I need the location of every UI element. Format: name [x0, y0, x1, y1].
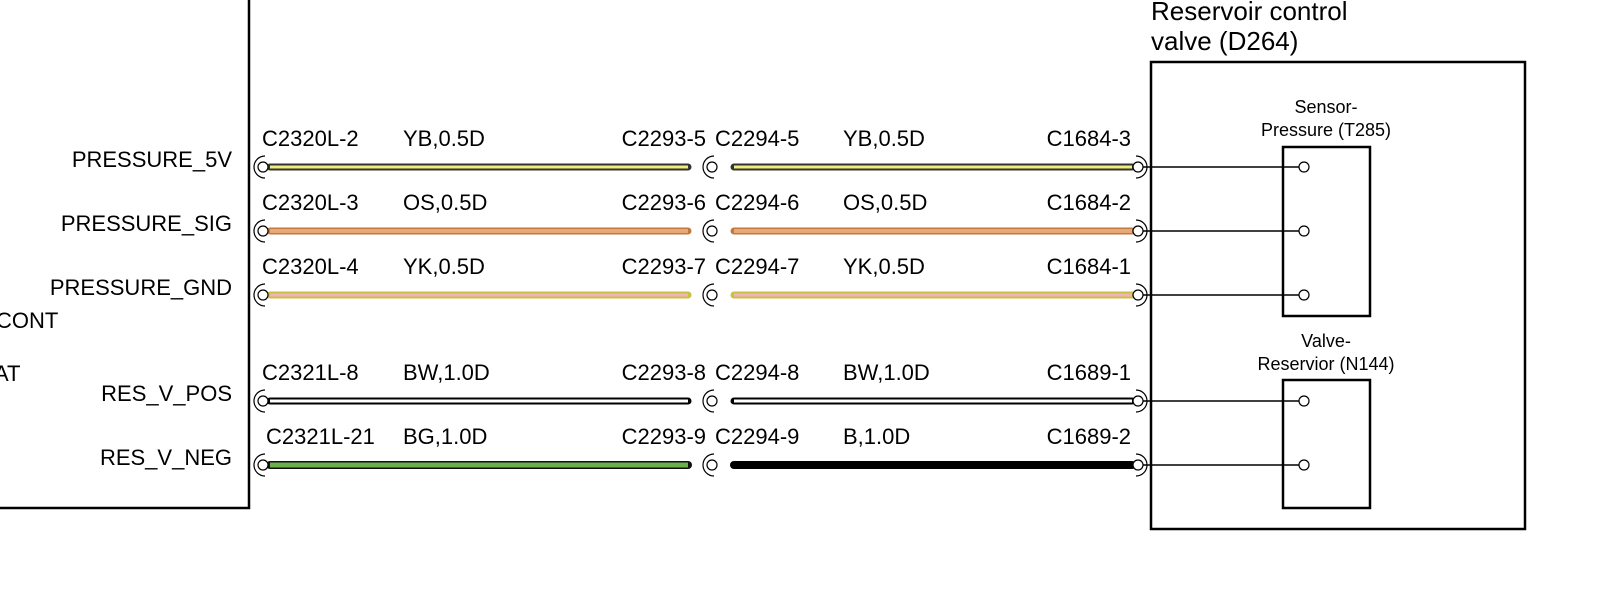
component-pin [1298, 225, 1310, 237]
connector-label: C2321L-21 [266, 424, 375, 449]
connector-label: C2294-6 [715, 190, 799, 215]
connector-arc [702, 389, 715, 413]
connector-arc [702, 155, 715, 179]
wire-label: BW,1.0D [843, 360, 930, 385]
connector-arc [253, 453, 266, 477]
connector-pin [706, 225, 718, 237]
connector-pin [1132, 459, 1144, 471]
connector-label: C1684-1 [1047, 254, 1131, 279]
signal-name: PRESSURE_GND [50, 275, 232, 300]
wire-label: YB,0.5D [843, 126, 925, 151]
signal-name: RES_V_POS [101, 381, 232, 406]
connector-label: C2294-7 [715, 254, 799, 279]
wire-label: B,1.0D [843, 424, 910, 449]
connector-label: C2294-5 [715, 126, 799, 151]
connector-arc [253, 389, 266, 413]
connector-label: C2293-9 [622, 424, 706, 449]
connector-arc [702, 453, 715, 477]
connector-pin [257, 395, 269, 407]
signal-name: RES_V_NEG [100, 445, 232, 470]
wire-label: YK,0.5D [843, 254, 925, 279]
component-pin [1298, 395, 1310, 407]
component-pin [1298, 161, 1310, 173]
valve-box [1281, 378, 1372, 510]
wire-label: YB,0.5D [403, 126, 485, 151]
signal-name: PRESSURE_5V [72, 147, 233, 172]
connector-label: C2293-6 [622, 190, 706, 215]
device-title: valve (D264) [1151, 26, 1298, 56]
left-module-box [0, 0, 251, 510]
partial-label: CONT [0, 308, 58, 333]
wire-label: YK,0.5D [403, 254, 485, 279]
connector-arc [702, 283, 715, 307]
connector-label: C2321L-8 [262, 360, 359, 385]
component-label: Pressure (T285) [1261, 120, 1391, 140]
wire-label: OS,0.5D [843, 190, 927, 215]
connector-pin [1132, 395, 1144, 407]
component-label: Sensor- [1294, 97, 1357, 117]
connector-arc [702, 219, 715, 243]
connector-pin [706, 395, 718, 407]
connector-pin [1132, 225, 1144, 237]
component-label: Reservior (N144) [1257, 354, 1394, 374]
connector-arc [253, 283, 266, 307]
connector-arc [253, 155, 266, 179]
connector-pin [257, 289, 269, 301]
connector-pin [257, 459, 269, 471]
connector-label: C2293-7 [622, 254, 706, 279]
connector-label: C2320L-4 [262, 254, 359, 279]
wire-label: OS,0.5D [403, 190, 487, 215]
connector-label: C2320L-3 [262, 190, 359, 215]
device-title: Reservoir control [1151, 0, 1348, 26]
component-pin [1298, 289, 1310, 301]
connector-pin [706, 459, 718, 471]
connector-pin [1132, 289, 1144, 301]
connector-label: C1684-2 [1047, 190, 1131, 215]
wire-label: BW,1.0D [403, 360, 490, 385]
partial-label: AT [0, 361, 20, 386]
connector-label: C2293-5 [622, 126, 706, 151]
connector-label: C2293-8 [622, 360, 706, 385]
wire-label: BG,1.0D [403, 424, 487, 449]
signal-name: PRESSURE_SIG [61, 211, 232, 236]
connector-pin [1132, 161, 1144, 173]
connector-label: C1689-2 [1047, 424, 1131, 449]
connector-label: C1689-1 [1047, 360, 1131, 385]
connector-pin [257, 161, 269, 173]
connector-label: C2294-8 [715, 360, 799, 385]
connector-pin [706, 161, 718, 173]
connector-arc [253, 219, 266, 243]
connector-label: C1684-3 [1047, 126, 1131, 151]
connector-label: C2294-9 [715, 424, 799, 449]
component-label: Valve- [1301, 331, 1351, 351]
connector-label: C2320L-2 [262, 126, 359, 151]
connector-pin [257, 225, 269, 237]
connector-pin [706, 289, 718, 301]
component-pin [1298, 459, 1310, 471]
